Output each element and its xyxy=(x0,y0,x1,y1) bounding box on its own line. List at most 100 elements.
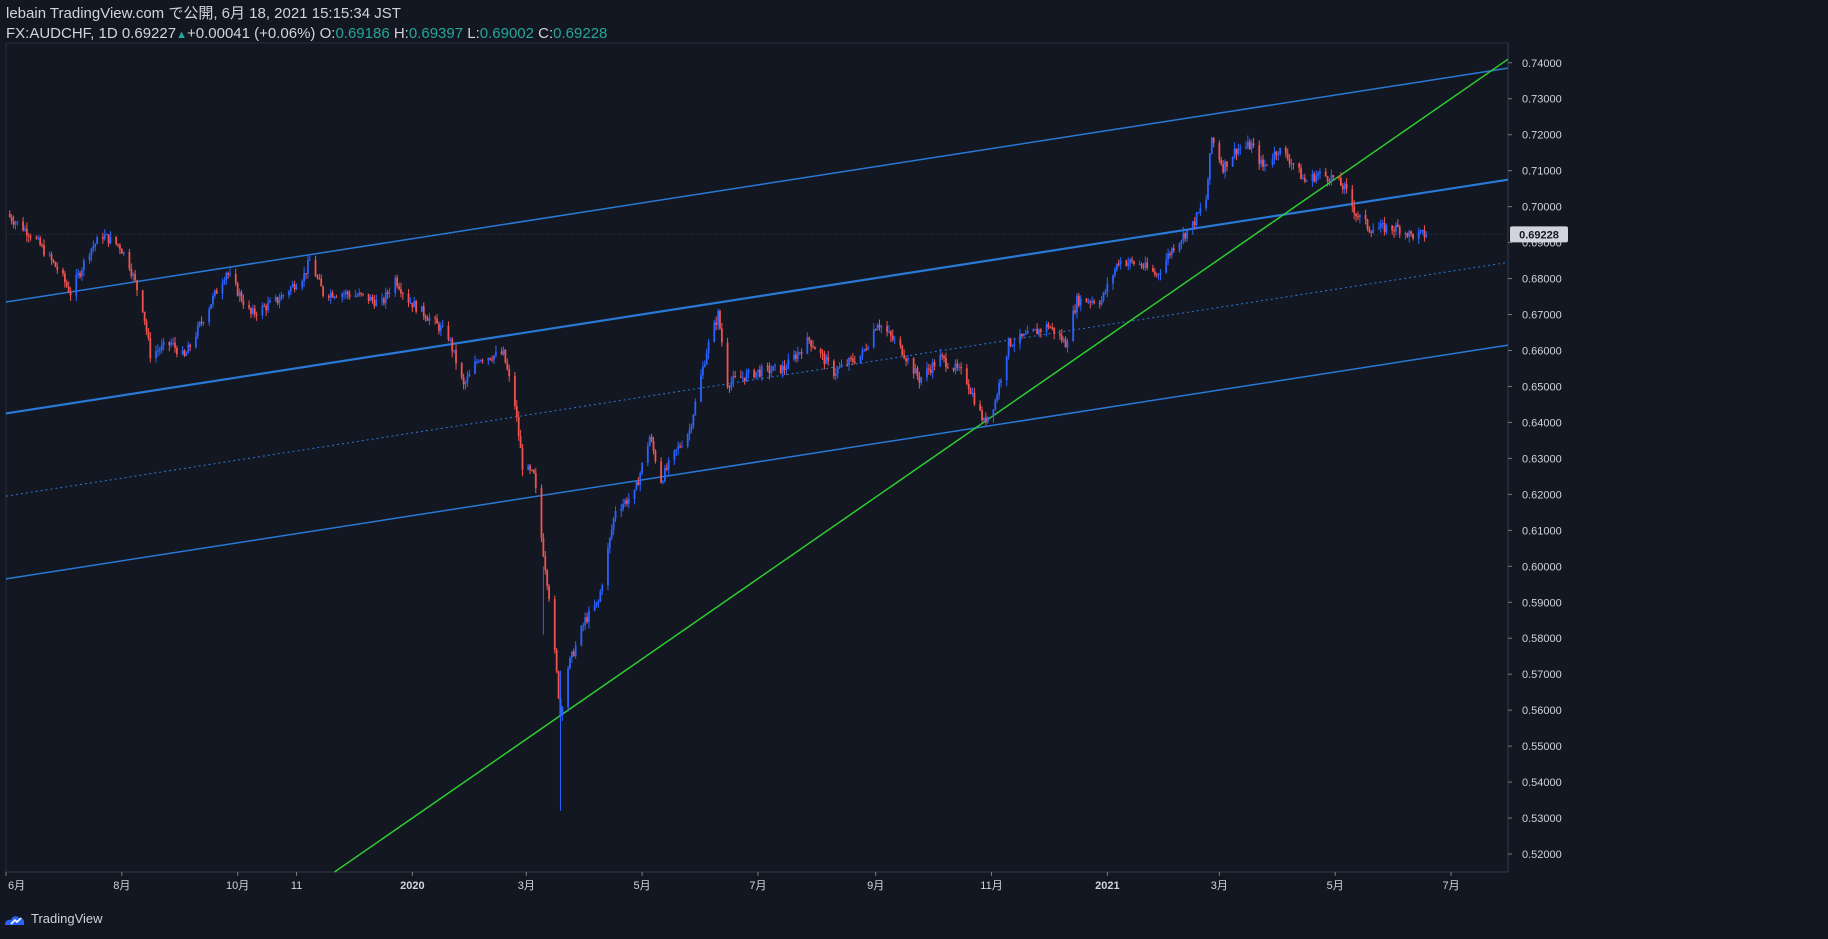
candle-body xyxy=(1077,295,1080,306)
candle-body xyxy=(236,283,239,296)
symbol-label: FX:AUDCHF, 1D xyxy=(6,25,118,42)
channel-lower-line[interactable] xyxy=(5,344,1509,580)
channel-quarter-dotted-line[interactable] xyxy=(5,261,1509,497)
candle-body xyxy=(267,302,269,311)
candle-body xyxy=(969,389,972,394)
candle-body xyxy=(838,366,841,369)
candle-body xyxy=(362,293,364,295)
candle-body xyxy=(14,222,17,225)
candle-body xyxy=(1406,233,1409,237)
open-label: O: xyxy=(319,25,336,42)
candle-body xyxy=(899,339,902,346)
candle-body xyxy=(1133,261,1135,265)
candle-body xyxy=(713,322,716,342)
candle-body xyxy=(128,252,131,269)
close-label: C: xyxy=(538,25,554,42)
candle-body xyxy=(952,368,955,371)
candle-body xyxy=(914,368,917,374)
candle-body xyxy=(185,353,188,356)
candle-body xyxy=(1355,213,1357,217)
candle-body xyxy=(411,302,414,308)
candle-body xyxy=(1100,300,1103,305)
candle-body xyxy=(846,364,849,366)
candle-body xyxy=(1313,173,1316,182)
candle-body xyxy=(413,300,416,308)
candle-body xyxy=(115,236,118,244)
candle-body xyxy=(1182,233,1185,241)
x-tick-label: 11 xyxy=(291,880,302,892)
candle-body xyxy=(1074,310,1076,313)
candle-body xyxy=(612,518,615,530)
high-value: 0.69397 xyxy=(408,25,464,42)
candle-body xyxy=(1009,338,1012,346)
candle-body xyxy=(800,352,803,354)
candle-body xyxy=(1343,183,1346,190)
candle-body xyxy=(79,273,81,277)
candle-body xyxy=(624,500,626,505)
candle-body xyxy=(119,245,121,250)
candle-body xyxy=(1138,263,1141,265)
candle-body xyxy=(1262,159,1264,167)
candle-body xyxy=(1264,164,1266,167)
candle-body xyxy=(728,386,731,388)
candle-body xyxy=(1129,259,1132,264)
candle-body xyxy=(1303,178,1306,182)
candle-body xyxy=(534,473,537,488)
candle-body xyxy=(992,409,995,417)
candle-body xyxy=(692,414,695,427)
candle-body xyxy=(62,269,64,274)
candle-body xyxy=(1184,233,1187,239)
candle-body xyxy=(1036,329,1038,335)
candle-body xyxy=(945,357,947,368)
candle-body xyxy=(519,436,522,449)
candle-body xyxy=(889,331,892,336)
candle-body xyxy=(1341,185,1344,190)
channel-upper-line[interactable] xyxy=(5,67,1509,303)
change-value: +0.00041 (+0.06%) xyxy=(186,25,316,42)
candle-body xyxy=(122,252,125,254)
candle-body xyxy=(1326,176,1329,181)
candle-body xyxy=(720,328,723,343)
candle-body xyxy=(1157,274,1160,276)
candle-body xyxy=(1066,341,1069,348)
trendline-line[interactable] xyxy=(334,58,1509,873)
candle-body xyxy=(373,300,376,307)
candle-body xyxy=(343,293,345,295)
candle-body xyxy=(27,235,30,237)
x-tick-label: 5月 xyxy=(634,880,651,892)
candle-body xyxy=(280,295,283,301)
candle-body xyxy=(63,273,66,283)
candle-body xyxy=(732,376,735,382)
candle-body xyxy=(223,280,226,284)
candle-body xyxy=(648,436,651,447)
candle-body xyxy=(960,366,963,369)
candle-body xyxy=(739,376,742,378)
publish-line: lebain TradingView.com で公開, 6月 18, 2021 … xyxy=(6,5,401,22)
candle-body xyxy=(872,329,875,348)
candle-body xyxy=(916,368,919,377)
candle-body xyxy=(783,365,786,371)
candle-body xyxy=(208,308,211,323)
candle-body xyxy=(90,248,93,256)
candle-body xyxy=(1372,229,1375,233)
candle-body xyxy=(572,651,575,657)
candle-body xyxy=(92,246,95,249)
candle-body xyxy=(495,351,497,356)
candle-body xyxy=(356,295,359,297)
candle-body xyxy=(1093,301,1095,304)
candle-body xyxy=(29,236,32,238)
candle-body xyxy=(360,292,362,294)
candle-body xyxy=(983,417,985,421)
y-tick-label: 0.73000 xyxy=(1522,94,1562,106)
candle-body xyxy=(965,368,968,384)
candle-body xyxy=(701,366,704,376)
channel-middle-line[interactable] xyxy=(5,178,1509,415)
candle-body xyxy=(1007,338,1010,357)
candle-body xyxy=(145,321,148,332)
candle-body xyxy=(1275,151,1278,156)
candle-body xyxy=(1292,163,1295,165)
candle-body xyxy=(41,245,43,247)
candle-body xyxy=(409,302,412,304)
candle-body xyxy=(1114,269,1116,276)
